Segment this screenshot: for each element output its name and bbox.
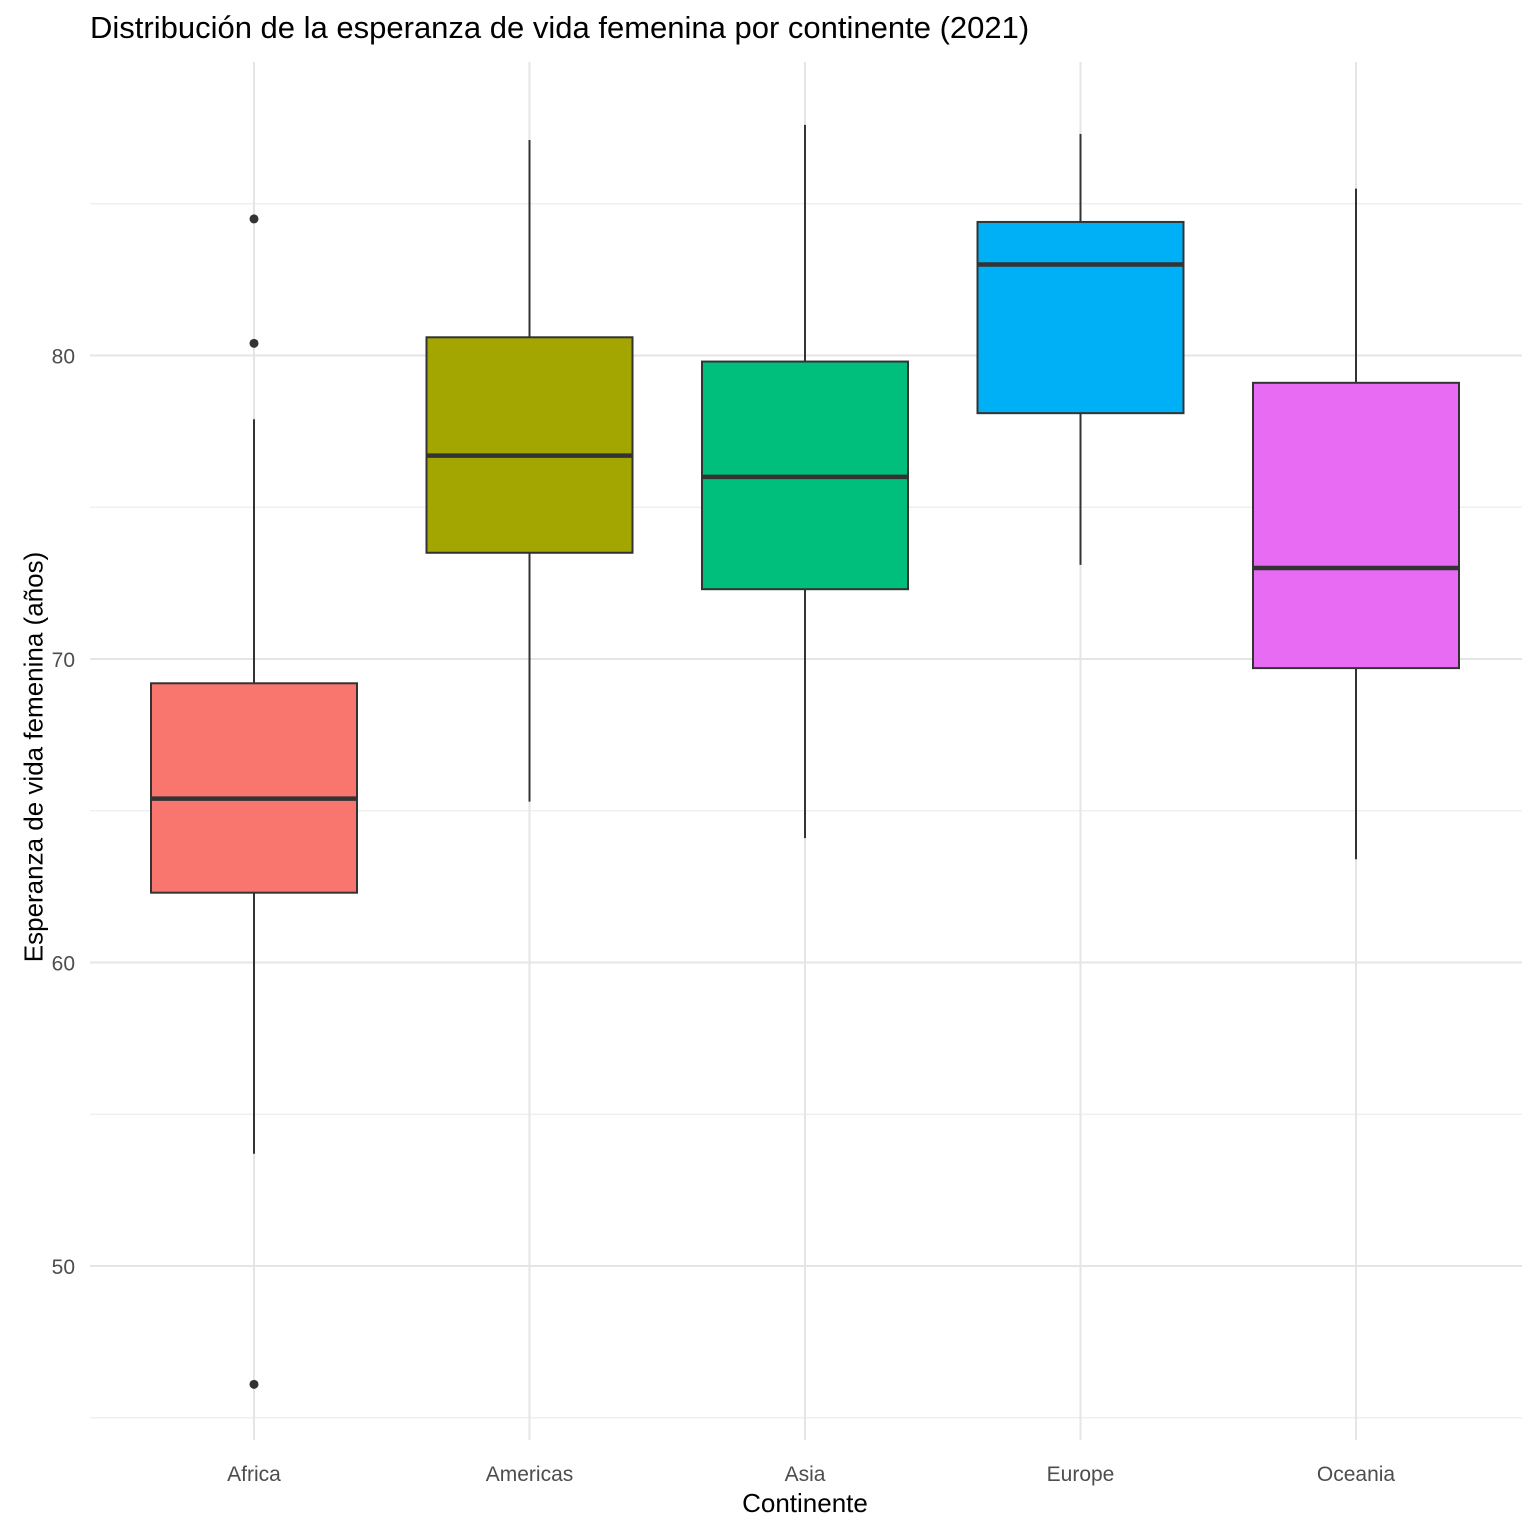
box-iqr	[1252, 381, 1460, 670]
box-americas	[425, 140, 634, 802]
x-tick-label: Oceania	[1317, 1463, 1396, 1486]
box-iqr	[150, 682, 358, 894]
y-axis-tick-labels: 50 60 70 80	[52, 346, 75, 1280]
box-asia	[701, 124, 909, 839]
y-tick-label: 80	[52, 346, 75, 369]
chart-title: Distribución de la esperanza de vida fem…	[90, 10, 1030, 45]
y-axis-label: Esperanza de vida femenina (años)	[18, 551, 49, 963]
y-tick-label: 60	[52, 953, 75, 976]
boxes	[150, 124, 1460, 1389]
box-africa	[150, 214, 358, 1389]
x-tick-label: Europe	[1047, 1463, 1115, 1486]
y-axis-label-wrap: Esperanza de vida femenina (años)	[14, 0, 54, 1536]
outlier-point	[249, 338, 259, 348]
y-tick-label: 70	[52, 649, 75, 672]
box-oceania	[1252, 188, 1460, 860]
x-axis-tick-labels: Africa Americas Asia Europe Oceania	[227, 1463, 1395, 1486]
y-tick-label: 50	[52, 1256, 75, 1279]
box-iqr	[425, 336, 634, 554]
outlier-point	[249, 1379, 259, 1389]
box-iqr	[976, 220, 1185, 415]
outlier-point	[249, 214, 259, 224]
box-europe	[976, 133, 1185, 565]
x-tick-label: Asia	[785, 1463, 826, 1486]
x-axis-label: Continente	[742, 1488, 868, 1518]
x-tick-label: Africa	[227, 1463, 281, 1486]
x-tick-label: Americas	[486, 1463, 574, 1486]
